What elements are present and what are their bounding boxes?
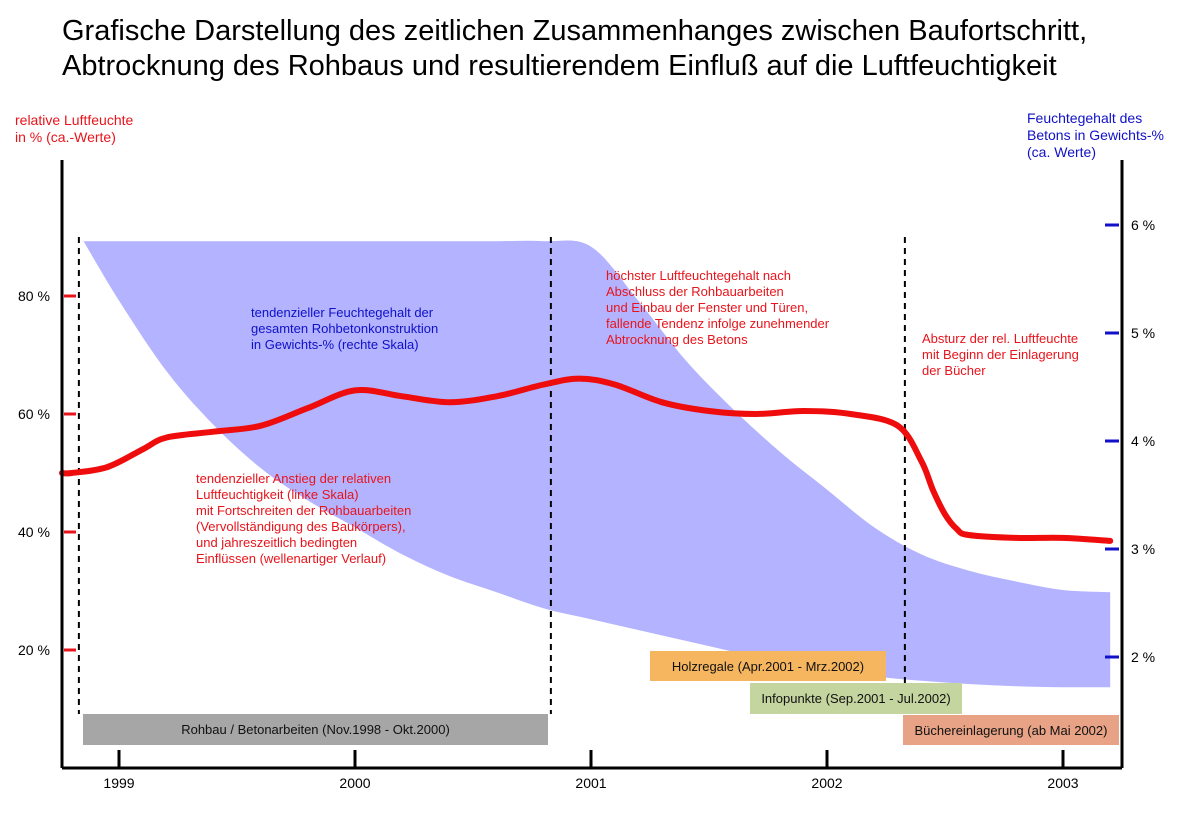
annotation-line: und Einbau der Fenster und Türen,	[606, 300, 809, 315]
annotation-concrete-moisture: tendenzieller Feuchtegehalt der gesamten…	[251, 305, 438, 353]
phase-label: Infopunkte (Sep.2001 - Jul.2002)	[761, 691, 951, 706]
right-axis-label-line: Betons in Gewichts-%	[1027, 127, 1164, 143]
right-axis-label: Feuchtegehalt des Betons in Gewichts-% (…	[1027, 110, 1164, 161]
x-tick-label: 1999	[103, 775, 134, 791]
left-tick-label: 60 %	[18, 406, 50, 422]
annotation-line: mit Fortschreiten der Rohbauarbeiten	[196, 503, 412, 518]
x-tick-label: 2002	[811, 775, 842, 791]
annotation-humidity-peak: höchster Luftfeuchtegehalt nach Abschlus…	[606, 268, 829, 348]
phase-bar-buechereinlagerung: Büchereinlagerung (ab Mai 2002)	[903, 715, 1119, 745]
left-axis-label: relative Luftfeuchte in % (ca.-Werte)	[15, 112, 133, 146]
annotation-line: in Gewichts-% (rechte Skala)	[251, 337, 419, 352]
right-tick-label: 6 %	[1131, 217, 1155, 233]
annotation-line: Abtrocknung des Betons	[606, 332, 748, 347]
phase-bar-infopunkte: Infopunkte (Sep.2001 - Jul.2002)	[750, 683, 962, 714]
annotation-line: Abschluss der Rohbauarbeiten	[606, 284, 784, 299]
chart-title: Grafische Darstellung des zeitlichen Zus…	[62, 14, 1087, 84]
annotation-line: gesamten Rohbetonkonstruktion	[251, 321, 439, 336]
annotation-line: mit Beginn der Einlagerung	[922, 347, 1079, 362]
right-axis-label-line: Feuchtegehalt des	[1027, 110, 1143, 126]
annotation-line: tendenzieller Anstieg der relativen	[196, 471, 392, 486]
annotation-line: und jahreszeitlich bedingten	[196, 535, 358, 550]
phase-label: Holzregale (Apr.2001 - Mrz.2002)	[671, 658, 865, 674]
annotation-humidity-drop: Absturz der rel. Luftfeuchte mit Beginn …	[922, 331, 1079, 379]
annotation-line: Absturz der rel. Luftfeuchte	[922, 331, 1079, 346]
right-tick-label: 2 %	[1131, 649, 1155, 665]
phase-label: Büchereinlagerung (ab Mai 2002)	[914, 722, 1108, 738]
right-axis-label-line: (ca. Werte)	[1027, 144, 1096, 160]
x-tick-label: 2000	[339, 775, 370, 791]
phase-label: Rohbau / Betonarbeiten (Nov.1998 - Okt.2…	[181, 722, 450, 737]
phase-bar-rohbau: Rohbau / Betonarbeiten (Nov.1998 - Okt.2…	[83, 714, 548, 745]
annotation-line: höchster Luftfeuchtegehalt nach	[606, 268, 792, 283]
annotation-line: (Vervollständigung des Baukörpers),	[196, 519, 406, 534]
annotation-line: tendenzieller Feuchtegehalt der	[251, 305, 434, 320]
right-tick-label: 4 %	[1131, 433, 1155, 449]
concrete-moisture-band	[83, 240, 1111, 688]
left-tick-label: 80 %	[18, 288, 50, 304]
chart-title-line1: Grafische Darstellung des zeitlichen Zus…	[62, 15, 1088, 47]
phase-bar-holzregale: Holzregale (Apr.2001 - Mrz.2002)	[650, 651, 886, 681]
right-tick-label: 5 %	[1131, 325, 1155, 341]
left-tick-label: 40 %	[18, 524, 50, 540]
x-tick-label: 2003	[1047, 775, 1078, 791]
annotation-line: fallende Tendenz infolge zunehmender	[606, 316, 830, 331]
annotation-humidity-rise: tendenzieller Anstieg der relativen Luft…	[196, 471, 411, 567]
right-tick-label: 3 %	[1131, 541, 1155, 557]
chart-title-line2: Abtrocknung des Rohbaus und resultierend…	[62, 50, 1057, 82]
x-tick-label: 2001	[575, 775, 606, 791]
annotation-line: Einflüssen (wellenartiger Verlauf)	[196, 551, 387, 566]
humidity-series-line	[59, 375, 1114, 544]
left-axis-label-line: in % (ca.-Werte)	[15, 129, 116, 145]
left-axis-label-line: relative Luftfeuchte	[15, 112, 134, 128]
annotation-line: der Bücher	[922, 363, 986, 378]
left-tick-label: 20 %	[18, 642, 50, 658]
annotation-line: Luftfeuchtigkeit (linke Skala)	[196, 487, 359, 502]
